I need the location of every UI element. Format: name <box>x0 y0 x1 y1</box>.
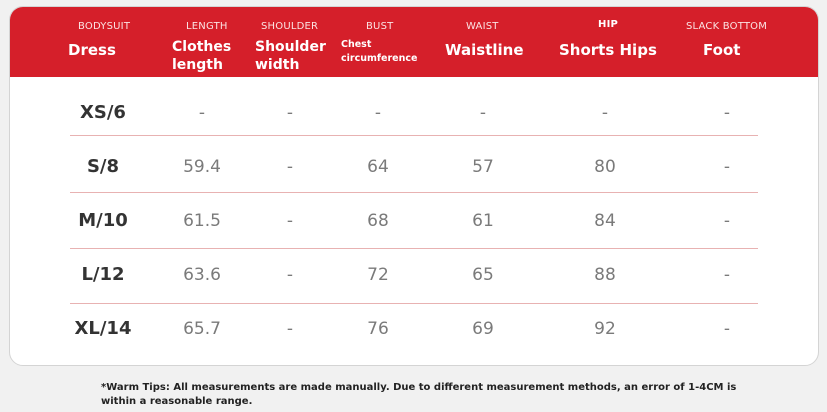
header-caption: SLACK BOTTOM <box>686 21 768 32</box>
row-divider <box>70 192 758 193</box>
row-divider <box>70 303 758 304</box>
length-cell: 65.7 <box>183 319 221 339</box>
header-waist: WAIST Waistline <box>445 7 555 77</box>
hip-cell: 92 <box>594 319 616 339</box>
bust-cell: 68 <box>367 211 389 231</box>
bust-cell: 72 <box>367 265 389 285</box>
hip-cell: - <box>601 103 609 123</box>
size-cell: XL/14 <box>74 318 132 339</box>
header-label: Dress <box>68 41 116 59</box>
foot-cell: - <box>723 319 731 339</box>
length-cell: - <box>198 103 206 123</box>
shoulder-cell: - <box>286 319 294 339</box>
row-divider <box>70 135 758 136</box>
warm-tips-note: *Warm Tips: All measurements are made ma… <box>101 382 737 407</box>
header-label: Shorts Hips <box>559 41 657 59</box>
header-caption: BODYSUIT <box>78 21 131 32</box>
bust-cell: 64 <box>367 157 389 177</box>
size-cell: L/12 <box>81 264 125 285</box>
shoulder-cell: - <box>286 211 294 231</box>
size-cell: M/10 <box>78 210 128 231</box>
waist-cell: 61 <box>472 211 494 231</box>
header-caption: SHOULDER <box>261 21 319 32</box>
hip-cell: 80 <box>594 157 616 177</box>
shoulder-cell: - <box>286 157 294 177</box>
header-label: Foot <box>703 41 741 59</box>
header-caption: BUST <box>366 21 394 32</box>
foot-cell: - <box>723 157 731 177</box>
header-foot: SLACK BOTTOM Foot <box>686 7 796 77</box>
size-cell: XS/6 <box>80 102 126 123</box>
length-cell: 63.6 <box>183 265 221 285</box>
shoulder-cell: - <box>286 103 294 123</box>
header-caption: WAIST <box>466 21 499 32</box>
hip-cell: 84 <box>594 211 616 231</box>
header-hip: HIP Shorts Hips <box>559 7 679 77</box>
length-cell: 61.5 <box>183 211 221 231</box>
table-row: M/10 61.5 - 68 61 84 - <box>10 193 818 249</box>
header-label: Clothes length <box>172 39 232 73</box>
waist-cell: 69 <box>472 319 494 339</box>
header-length: LENGTH Clothes length <box>172 7 262 77</box>
header-dress: BODYSUIT Dress <box>68 7 168 77</box>
size-cell: S/8 <box>86 156 120 177</box>
table-header: BODYSUIT Dress LENGTH Clothes length SHO… <box>10 7 818 77</box>
foot-cell: - <box>723 103 731 123</box>
header-label: Chest circumference <box>341 39 418 64</box>
bust-cell: 76 <box>367 319 389 339</box>
table-row: L/12 63.6 - 72 65 88 - <box>10 247 818 303</box>
header-label: Shoulder width <box>255 39 326 73</box>
hip-cell: 88 <box>594 265 616 285</box>
length-cell: 59.4 <box>183 157 221 177</box>
shoulder-cell: - <box>286 265 294 285</box>
table-row: XL/14 65.7 - 76 69 92 - <box>10 301 818 357</box>
foot-cell: - <box>723 211 731 231</box>
header-bust: BUST Chest circumference <box>341 7 441 77</box>
waist-cell: 65 <box>472 265 494 285</box>
row-divider <box>70 248 758 249</box>
header-caption: LENGTH <box>186 21 228 32</box>
header-caption: HIP <box>598 19 619 30</box>
table-row: S/8 59.4 - 64 57 80 - <box>10 139 818 195</box>
bust-cell: - <box>374 103 382 123</box>
waist-cell: 57 <box>472 157 494 177</box>
waist-cell: - <box>479 103 487 123</box>
header-shoulder: SHOULDER Shoulder width <box>255 7 345 77</box>
header-label: Waistline <box>445 41 524 59</box>
foot-cell: - <box>723 265 731 285</box>
size-chart-card: BODYSUIT Dress LENGTH Clothes length SHO… <box>9 6 819 366</box>
table-row: XS/6 - - - - - - <box>10 85 818 141</box>
